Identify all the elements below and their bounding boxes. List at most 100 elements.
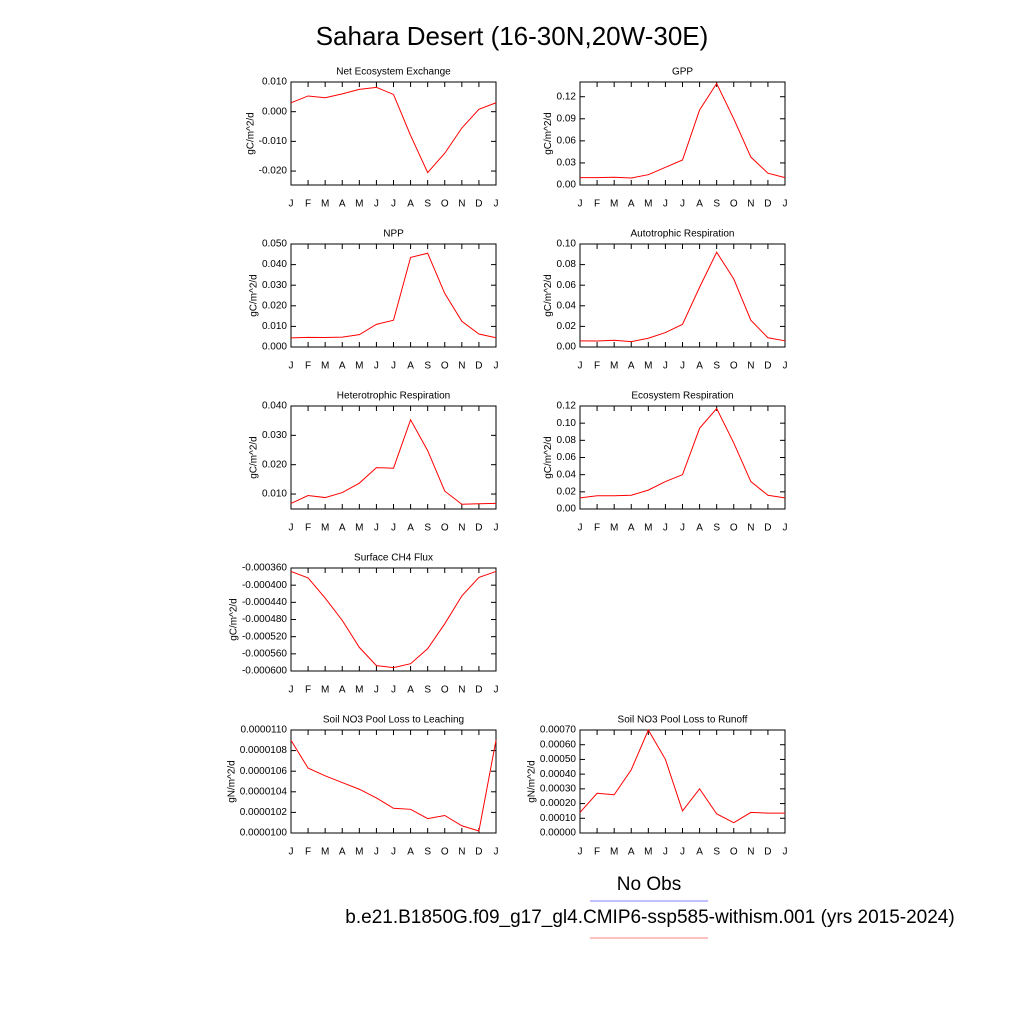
legend-text: No Obs: [617, 874, 681, 895]
x-tick-label: O: [441, 847, 449, 858]
x-tick-label: J: [494, 523, 499, 534]
y-tick-label: -0.000360: [242, 563, 287, 574]
x-tick-label: J: [494, 199, 499, 210]
panel-title: Soil NO3 Pool Loss to Leaching: [323, 715, 464, 726]
x-tick-label: J: [494, 361, 499, 372]
x-tick-label: M: [610, 361, 618, 372]
y-tick-label: 0.020: [262, 459, 287, 470]
y-tick-label: 0.050: [262, 239, 287, 250]
y-tick-label: 0.12: [557, 401, 577, 412]
x-tick-label: J: [783, 847, 788, 858]
x-tick-label: M: [355, 199, 363, 210]
y-tick-label: 0.00070: [540, 725, 577, 736]
y-tick-label: 0.02: [557, 321, 577, 332]
x-tick-label: D: [764, 847, 771, 858]
x-tick-label: D: [475, 523, 482, 534]
y-tick-label: 0.00000: [540, 828, 577, 839]
y-tick-label: 0.0000108: [240, 745, 288, 756]
y-tick-label: 0.000: [262, 106, 287, 117]
panel: Ecosystem Respiration 0.00 0.02 0.04 0.06 0.0…: [543, 391, 787, 534]
x-tick-label: D: [764, 199, 771, 210]
x-tick-label: M: [321, 847, 329, 858]
data-line: [290, 86, 497, 174]
y-tick-label: 0.09: [557, 113, 577, 124]
x-tick-label: N: [458, 685, 465, 696]
y-tick-label: 0.08: [557, 435, 577, 446]
data-line: [290, 570, 497, 669]
y-tick-label: 0.040: [262, 259, 287, 270]
y-tick-label: 0.0000110: [240, 725, 287, 736]
x-tick-label: N: [458, 847, 465, 858]
x-tick-label: A: [407, 199, 414, 210]
y-tick-label: -0.020: [259, 166, 288, 177]
x-tick-label: D: [764, 361, 771, 372]
x-tick-label: M: [644, 199, 652, 210]
y-tick-label: 0.040: [262, 401, 287, 412]
y-tick-label: 0.010: [262, 489, 287, 500]
y-tick-label: 0.020: [262, 300, 287, 311]
x-tick-label: J: [391, 685, 396, 696]
x-tick-label: J: [578, 523, 583, 534]
x-tick-label: A: [339, 685, 346, 696]
x-tick-label: A: [696, 361, 703, 372]
panel-title: Net Ecosystem Exchange: [336, 67, 451, 78]
y-tick-label: 0.06: [557, 452, 577, 463]
x-tick-label: S: [424, 523, 431, 534]
x-tick-label: N: [747, 361, 754, 372]
data-line: [290, 252, 497, 339]
x-tick-label: D: [475, 847, 482, 858]
plot-frame: [290, 729, 497, 834]
y-tick-label: 0.00: [557, 342, 577, 353]
x-tick-label: M: [355, 361, 363, 372]
x-tick-label: S: [424, 685, 431, 696]
x-tick-label: A: [628, 361, 635, 372]
x-tick-label: S: [424, 847, 431, 858]
x-tick-label: O: [730, 847, 738, 858]
x-tick-label: F: [305, 685, 311, 696]
plot-frame: [579, 405, 786, 510]
y-tick-label: 0.08: [557, 259, 577, 270]
y-tick-label: 0.0000106: [240, 766, 288, 777]
x-tick-label: A: [339, 199, 346, 210]
panel: Soil NO3 Pool Loss to Leaching 0.0000100 0…: [226, 715, 498, 858]
data-line: [290, 418, 497, 505]
x-tick-label: J: [578, 847, 583, 858]
y-tick-label: 0.00: [557, 504, 577, 515]
x-tick-label: M: [355, 847, 363, 858]
y-tick-label: -0.000520: [242, 631, 287, 642]
plot-frame: [579, 81, 786, 186]
panel: Autotrophic Respiration 0.00 0.02 0.04 0.06 0…: [543, 229, 787, 372]
y-axis-label: gC/m^2/d: [249, 436, 260, 479]
x-tick-label: M: [355, 685, 363, 696]
x-tick-label: S: [713, 199, 720, 210]
y-axis-label: gN/m^2/d: [226, 760, 237, 803]
x-tick-label: J: [663, 361, 668, 372]
y-tick-label: -0.000480: [242, 614, 287, 625]
x-tick-label: M: [610, 199, 618, 210]
x-tick-label: M: [610, 523, 618, 534]
x-tick-label: A: [628, 523, 635, 534]
x-tick-label: F: [594, 847, 600, 858]
x-tick-label: O: [730, 523, 738, 534]
x-tick-label: N: [747, 199, 754, 210]
y-tick-label: 0.00010: [540, 813, 577, 824]
plot-frame: [290, 405, 497, 510]
x-tick-label: A: [339, 523, 346, 534]
y-tick-label: 0.0000104: [240, 786, 288, 797]
y-axis-label: gC/m^2/d: [245, 112, 256, 155]
x-tick-label: J: [374, 361, 379, 372]
x-tick-label: J: [663, 523, 668, 534]
x-tick-label: N: [458, 199, 465, 210]
x-tick-label: S: [713, 361, 720, 372]
x-tick-label: M: [610, 847, 618, 858]
x-tick-label: D: [475, 361, 482, 372]
plot-frame: [579, 243, 786, 348]
panel-title: Ecosystem Respiration: [631, 391, 733, 402]
x-tick-label: J: [289, 847, 294, 858]
y-tick-label: 0.03: [557, 158, 577, 169]
x-tick-label: N: [458, 361, 465, 372]
y-tick-label: 0.00040: [540, 769, 577, 780]
x-tick-label: D: [475, 199, 482, 210]
